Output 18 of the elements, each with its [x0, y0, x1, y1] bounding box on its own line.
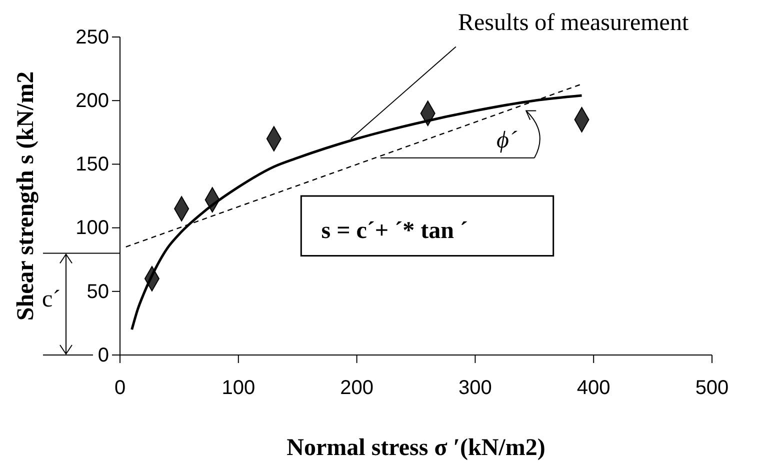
- x-tick-label: 0: [114, 377, 126, 399]
- x-tick-label: 400: [576, 377, 610, 399]
- y-axis-title: Shear strength s (kN/m2: [13, 71, 39, 321]
- y-tick-label: 0: [98, 344, 109, 366]
- x-tick-label: 500: [695, 377, 729, 399]
- x-axis-title: Normal stress σ ′(kN/m2): [286, 435, 546, 461]
- y-tick-label: 200: [76, 90, 109, 112]
- y-tick-label: 100: [76, 217, 109, 240]
- y-tick-label: 50: [86, 280, 109, 303]
- x-tick-label: 100: [222, 377, 256, 399]
- annotation: Results of measurement: [458, 10, 689, 36]
- annotation: ϕ´: [496, 128, 518, 154]
- text: c´: [42, 286, 61, 313]
- x-tick-label: 200: [340, 377, 374, 399]
- annotation: s = c´+ ´* tan ´: [321, 218, 468, 244]
- y-tick-label: 250: [76, 26, 109, 48]
- y-tick-label: 150: [76, 154, 109, 176]
- x-tick-label: 300: [458, 377, 492, 399]
